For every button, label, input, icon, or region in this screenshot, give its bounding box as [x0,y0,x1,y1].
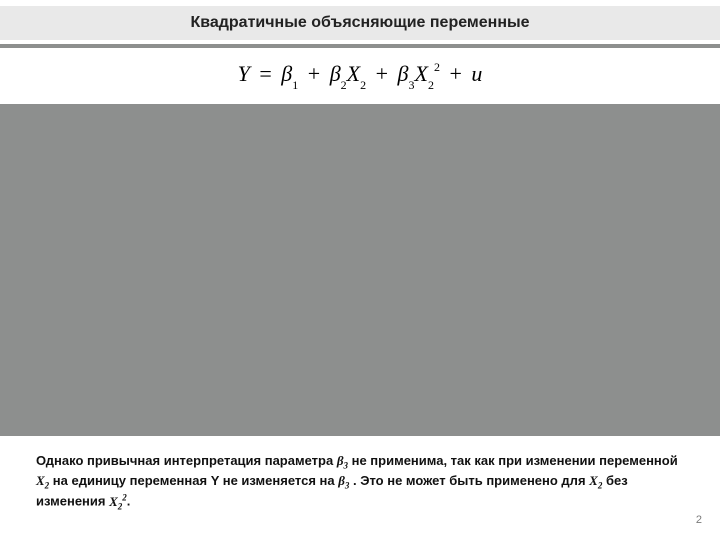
body-beta3-b: β3 [338,473,349,488]
regression-equation: Y = β1 + β2X2 + β3X22 + u [238,61,483,90]
body-t3: на единицу переменная Y не изменяется на [49,473,338,488]
eq-error-u: u [471,61,482,86]
eq-beta2x2: β2X2 [330,61,366,86]
body-beta3-a: β3 [337,453,348,468]
body-t2: не применима, так как при изменении пере… [348,453,678,468]
body-t1: Однако привычная интерпретация параметра [36,453,337,468]
eq-equals: = [255,61,275,86]
eq-plus-1: + [304,61,324,86]
equation-band: Y = β1 + β2X2 + β3X22 + u [0,48,720,104]
page-number: 2 [696,514,702,526]
slide: Квадратичные объясняющие переменные Y = … [0,0,720,540]
eq-plus-2: + [372,61,392,86]
eq-beta1: β1 [281,61,298,86]
body-x2-b: X2 [589,473,602,488]
title-band: Квадратичные объясняющие переменные [0,6,720,40]
eq-plus-3: + [445,61,465,86]
explanation-paragraph: Однако привычная интерпретация параметра… [36,452,684,513]
slide-title: Квадратичные объясняющие переменные [190,14,529,32]
body-t6: . [127,494,131,509]
body-x2-a: X2 [36,473,49,488]
content-placeholder-block [0,104,720,436]
body-t4: . Это не может быть применено для [349,473,589,488]
eq-lhs: Y [238,61,250,86]
eq-beta3x2sq: β3X22 [398,61,440,86]
body-x2-c: X22 [109,494,127,509]
